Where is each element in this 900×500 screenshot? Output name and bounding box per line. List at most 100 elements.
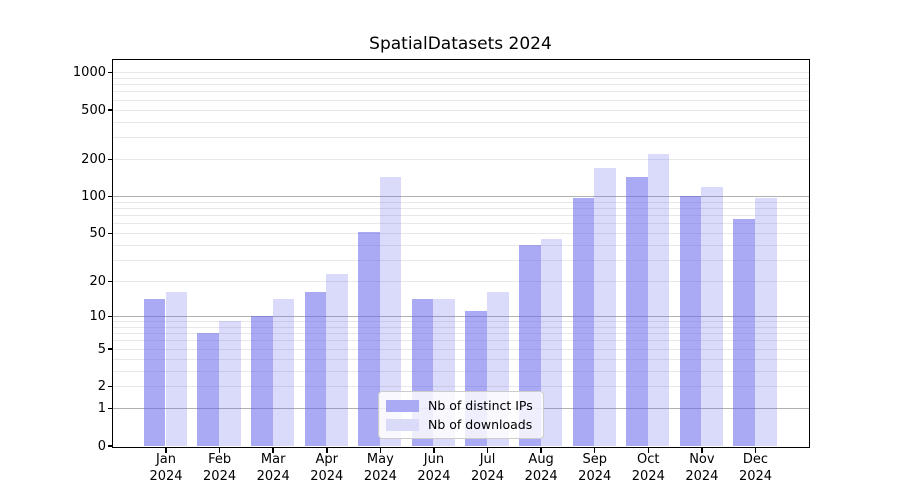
y-axis-tick: [107, 195, 113, 198]
minor-gridline: [113, 223, 809, 225]
minor-gridline: [113, 244, 809, 246]
major-gridline: [113, 196, 809, 198]
x-axis-tick: [433, 448, 435, 453]
bar-downloads-nov: [701, 186, 723, 446]
major-gridline: [113, 315, 809, 317]
legend: Nb of distinct IPs Nb of downloads: [378, 391, 544, 439]
x-tick-label: Jan 2024: [149, 452, 183, 484]
minor-gridline: [113, 99, 809, 101]
y-axis-tick: [107, 445, 113, 447]
y-axis-tick: [107, 348, 113, 350]
bar-distinct-ips-nov: [679, 196, 702, 446]
minor-gridline: [113, 137, 809, 139]
bar-distinct-ips-may: [358, 232, 380, 446]
y-axis-tick: [107, 109, 113, 111]
minor-gridline: [113, 281, 809, 282]
x-tick-label: Apr 2024: [310, 452, 344, 484]
bar-downloads-mar: [272, 299, 295, 446]
y-tick-label: 1000: [72, 65, 106, 81]
x-tick-label: Jun 2024: [417, 452, 451, 484]
minor-gridline: [113, 370, 809, 372]
legend-label-downloads: Nb of downloads: [428, 417, 533, 432]
x-axis-tick: [379, 448, 382, 453]
minor-gridline: [113, 333, 809, 335]
x-axis-tick: [326, 448, 328, 453]
minor-gridline: [113, 386, 809, 388]
x-tick-label: Nov 2024: [685, 452, 719, 484]
bar-distinct-ips-jan: [143, 299, 166, 446]
minor-gridline: [113, 348, 809, 350]
legend-swatch-distinct-ips: [386, 400, 419, 412]
chart-title: SpatialDatasets 2024: [369, 34, 552, 54]
y-axis-tick: [107, 232, 113, 235]
bar-downloads-may: [379, 176, 402, 446]
minor-gridline: [113, 84, 809, 86]
bar-distinct-ips-sep: [572, 197, 595, 446]
y-tick-label: 200: [81, 151, 106, 167]
y-axis-tick: [107, 407, 113, 410]
y-tick-label: 20: [89, 274, 106, 289]
y-tick-label: 100: [81, 189, 106, 205]
plot-area: [112, 59, 810, 448]
minor-gridline: [113, 233, 809, 235]
x-axis-tick: [165, 448, 167, 453]
y-tick-label: 50: [89, 226, 106, 242]
y-tick-label: 2: [97, 379, 106, 395]
bar-downloads-apr: [326, 273, 348, 446]
x-axis-tick: [486, 448, 489, 453]
minor-gridline: [113, 121, 809, 123]
x-axis-tick: [647, 448, 650, 453]
minor-gridline: [113, 109, 809, 111]
x-axis-tick: [540, 448, 542, 453]
legend-label-distinct-ips: Nb of distinct IPs: [428, 398, 533, 413]
legend-entry-downloads: Nb of downloads: [386, 418, 535, 432]
bar-distinct-ips-feb: [197, 333, 220, 446]
bar-downloads-aug: [540, 238, 563, 446]
x-axis-tick: [754, 448, 757, 453]
x-axis-tick: [218, 448, 221, 453]
bar-downloads-jan: [165, 292, 188, 446]
x-tick-label: May 2024: [363, 452, 397, 484]
x-tick-label: Mar 2024: [256, 452, 290, 484]
bar-downloads-feb: [219, 321, 241, 446]
minor-gridline: [113, 259, 809, 261]
minor-gridline: [113, 72, 809, 74]
minor-gridline: [113, 208, 809, 210]
minor-gridline: [113, 158, 809, 160]
minor-gridline: [113, 340, 809, 342]
legend-swatch-downloads: [386, 419, 419, 431]
minor-gridline: [113, 215, 809, 217]
minor-gridline: [113, 91, 809, 93]
bar-downloads-dec: [754, 197, 777, 446]
x-tick-label: Feb 2024: [203, 452, 237, 484]
y-axis-tick: [107, 385, 113, 388]
y-tick-label: 0: [97, 438, 106, 454]
bar-distinct-ips-mar: [251, 315, 273, 446]
x-tick-label: Oct 2024: [631, 452, 665, 484]
x-tick-label: Dec 2024: [738, 452, 773, 484]
minor-gridline: [113, 326, 809, 328]
x-axis-tick: [272, 448, 274, 453]
y-tick-label: 1: [97, 401, 106, 417]
bar-downloads-sep: [594, 167, 616, 446]
y-axis-tick: [107, 315, 113, 318]
y-axis-tick: [107, 280, 113, 283]
minor-gridline: [113, 358, 809, 360]
bar-distinct-ips-apr: [304, 292, 327, 446]
bar-distinct-ips-dec: [733, 219, 755, 446]
y-tick-label: 5: [97, 341, 106, 357]
legend-entry-distinct-ips: Nb of distinct IPs: [386, 399, 535, 413]
y-axis-tick: [107, 158, 113, 161]
minor-gridline: [113, 77, 809, 79]
bar-downloads-oct: [647, 153, 670, 446]
y-tick-label: 500: [81, 102, 106, 118]
minor-gridline: [113, 201, 809, 203]
x-axis-tick: [593, 448, 596, 453]
y-tick-label: 10: [89, 308, 106, 324]
x-tick-label: Sep 2024: [578, 452, 612, 484]
x-axis-tick: [701, 448, 703, 453]
minor-gridline: [113, 321, 809, 323]
x-tick-label: Aug 2024: [524, 452, 558, 484]
x-tick-label: Jul 2024: [470, 452, 505, 484]
